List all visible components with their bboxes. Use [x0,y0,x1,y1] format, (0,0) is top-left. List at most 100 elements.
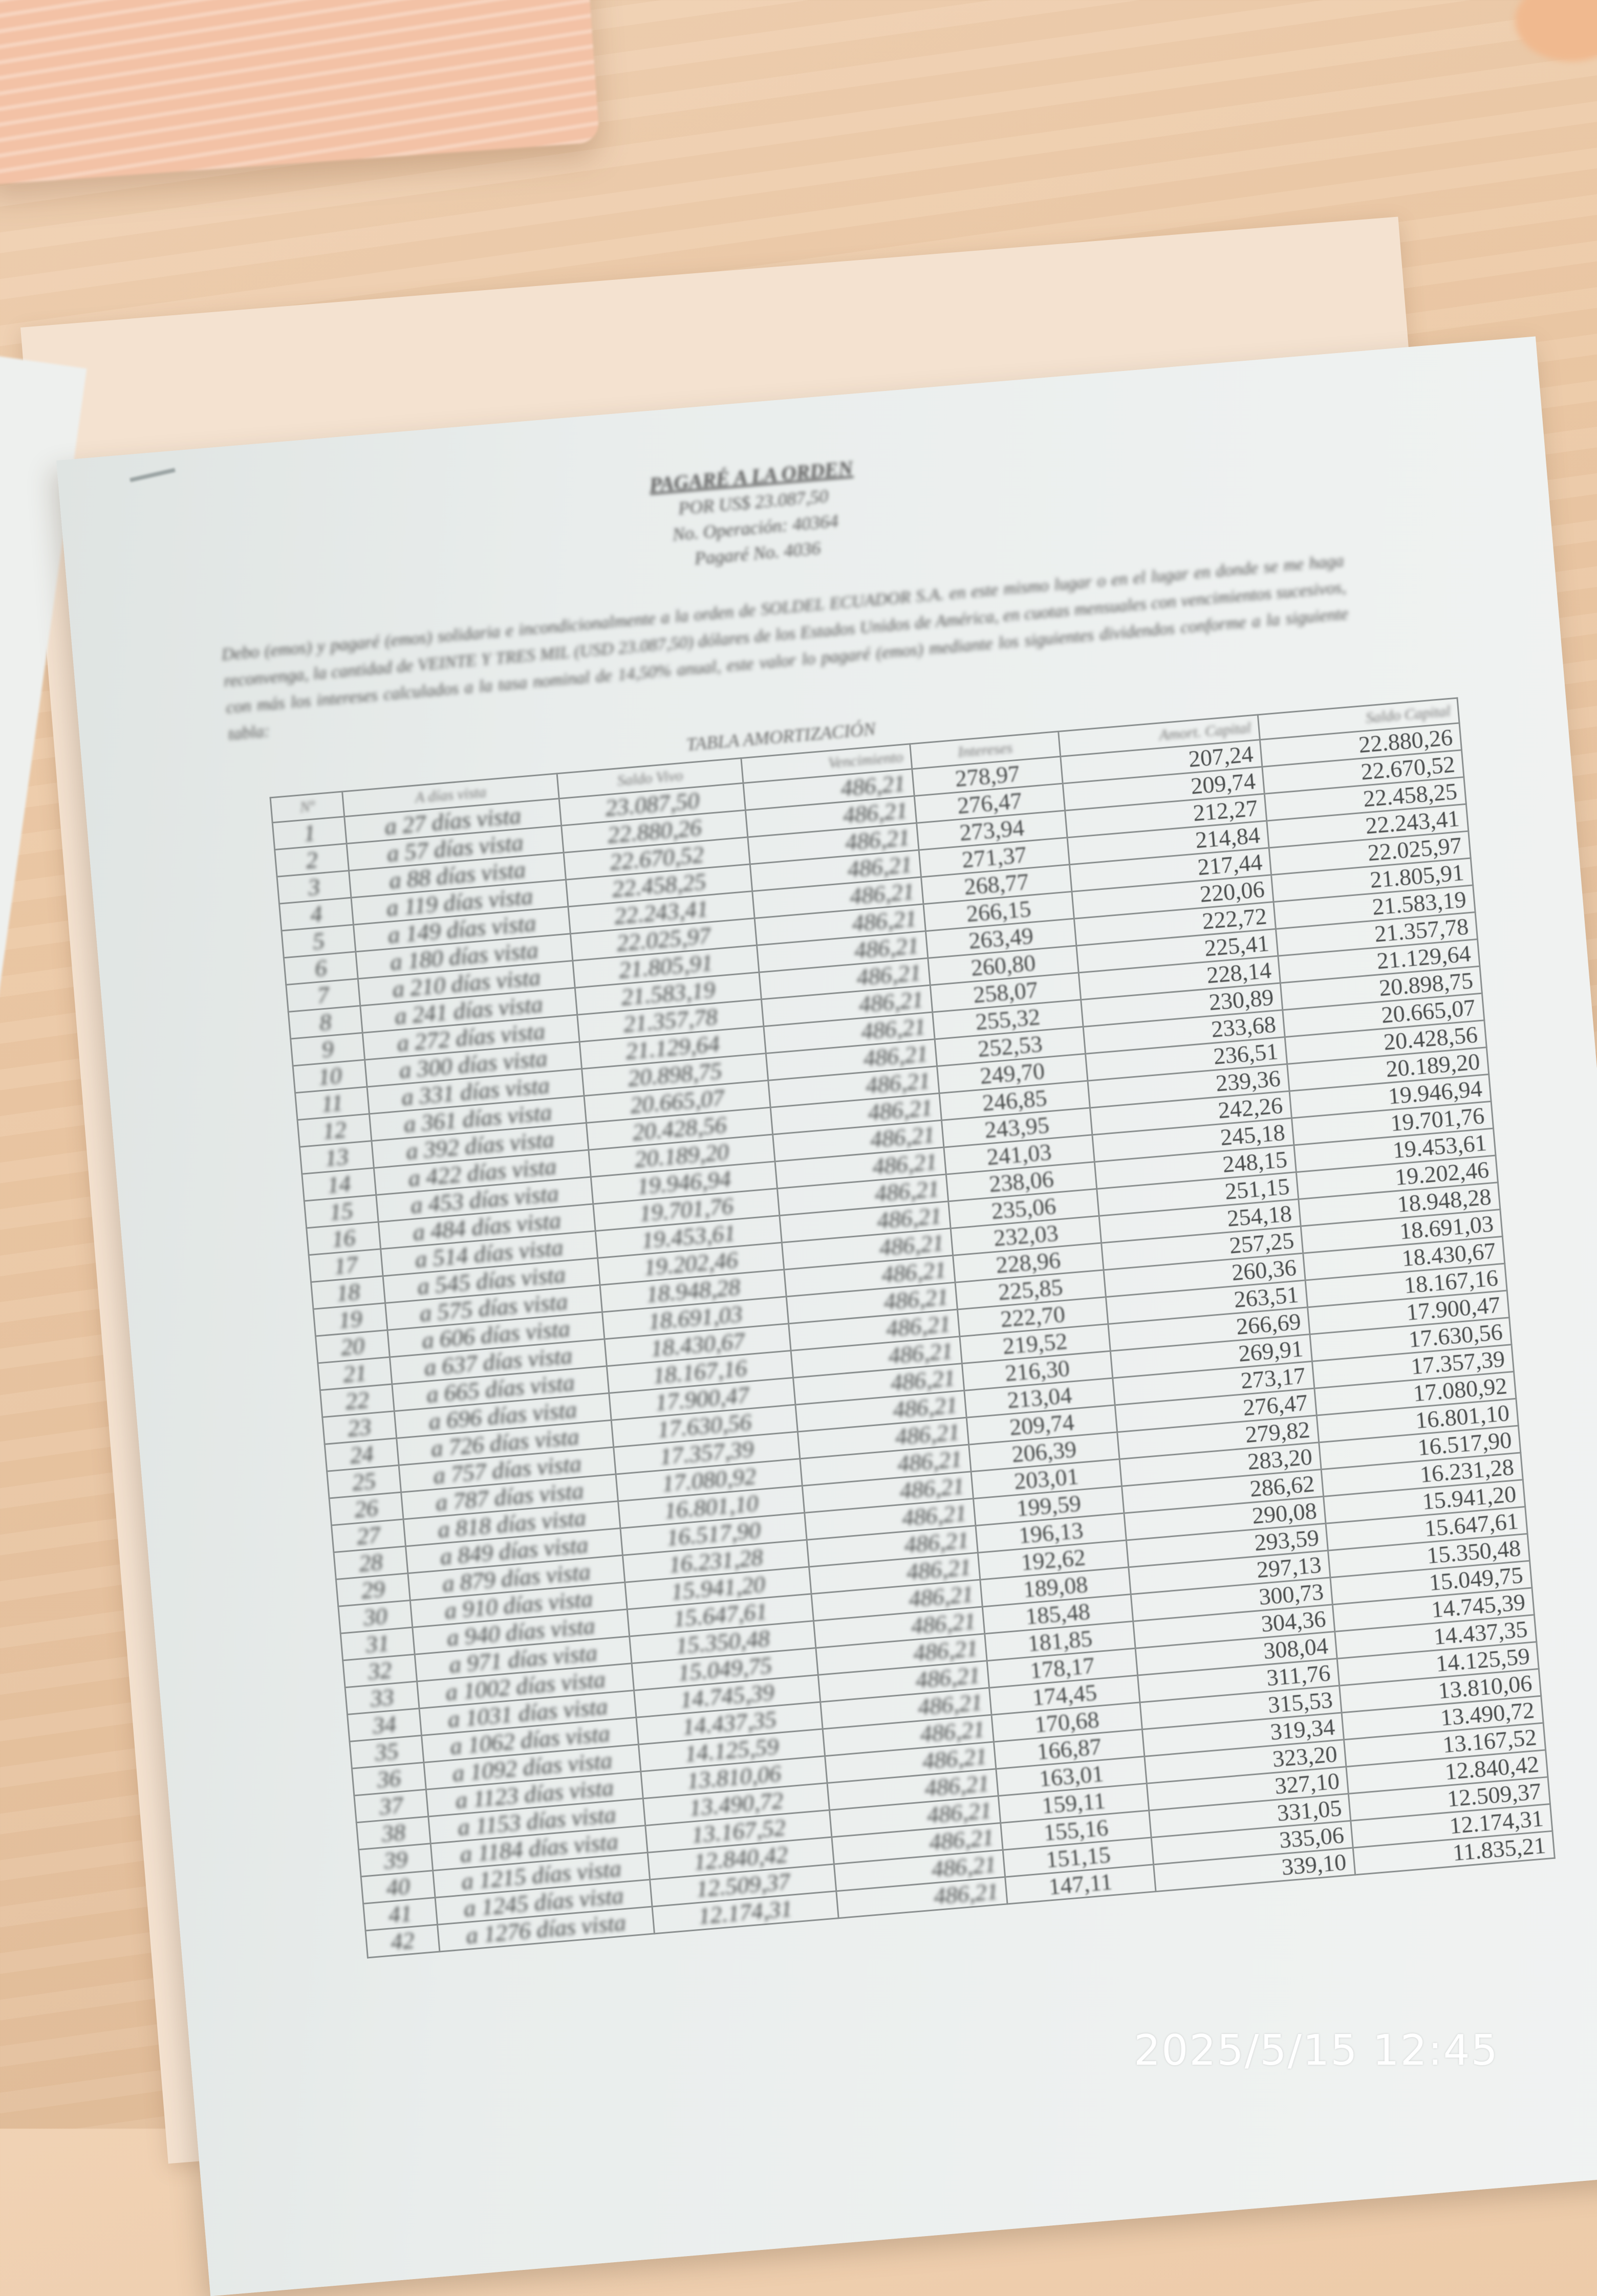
cell-installment: 486,21 [903,1526,970,1558]
cell-installment: 486,21 [919,1716,986,1747]
cell-row-number: 40 [385,1873,411,1901]
cell-row-number: 1 [303,819,317,847]
cell-row-number: 34 [371,1711,398,1739]
cell-row-number: 13 [323,1143,350,1171]
cell-row-number: 30 [362,1602,389,1631]
cell-installment: 486,21 [896,1445,963,1477]
cell-installment: 486,21 [894,1418,961,1450]
promissory-paragraph: Debo (emos) y pagaré (emos) solidaria e … [221,551,1349,744]
cell-capital-amortization: 279,82 [1244,1416,1311,1448]
cell-interest: 189,08 [1022,1571,1089,1603]
cell-capital-amortization: 319,34 [1269,1713,1336,1745]
cell-interest: 238,06 [988,1165,1055,1197]
cell-capital-amortization: 222,72 [1201,903,1268,934]
cell-row-number: 7 [316,981,330,1009]
cell-installment: 486,21 [923,1769,990,1802]
cell-row-number: 16 [331,1224,357,1253]
cell-interest: 196,13 [1017,1517,1085,1548]
cell-installment: 486,21 [865,1067,932,1099]
cell-interest: 170,68 [1033,1706,1100,1738]
cell-row-number: 32 [367,1656,393,1685]
cell-interest: 155,16 [1042,1814,1110,1846]
cell-installment: 486,21 [853,932,920,964]
cell-installment: 486,21 [851,905,918,936]
cell-row-number: 8 [318,1008,333,1036]
cell-capital-amortization: 339,10 [1280,1848,1348,1880]
cell-installment: 486,21 [849,878,916,910]
cell-interest: 199,59 [1015,1490,1082,1522]
cell-capital-amortization: 290,08 [1251,1497,1318,1529]
cell-installment: 486,21 [908,1580,975,1612]
cell-interest: 232,03 [992,1219,1060,1251]
cell-installment: 486,21 [914,1661,982,1693]
cell-installment: 486,21 [885,1310,952,1342]
cell-interest: 151,15 [1045,1841,1112,1873]
cell-interest: 235,06 [990,1192,1058,1224]
cell-row-number: 27 [355,1521,381,1550]
cell-row-number: 29 [360,1576,386,1604]
cell-installment: 486,21 [876,1202,943,1234]
cell-capital-amortization: 209,74 [1190,768,1257,799]
cell-installment: 486,21 [855,959,922,991]
cell-capital-amortization: 254,18 [1226,1200,1293,1232]
cell-interest: 228,96 [995,1247,1062,1278]
cell-row-number: 17 [333,1251,359,1280]
cell-interest: 163,01 [1038,1760,1105,1792]
cell-row-number: 31 [364,1629,391,1658]
cell-capital-amortization: 269,91 [1237,1335,1304,1367]
cell-capital-amortization: 308,04 [1262,1632,1329,1664]
cell-interest: 209,74 [1008,1409,1075,1440]
cell-installment: 486,21 [912,1634,979,1666]
cell-interest: 255,32 [974,1003,1042,1035]
cell-interest: 147,11 [1047,1868,1114,1900]
cell-interest: 219,52 [1001,1327,1069,1360]
cell-installment: 486,21 [839,770,907,801]
cell-installment: 486,21 [933,1877,1000,1910]
cell-interest: 260,80 [969,949,1037,981]
cell-capital-amortization: 263,51 [1233,1281,1300,1313]
amortization-table: Nº A días vista Saldo Vivo Vencimiento Inter… [269,697,1555,1958]
cell-installment: 486,21 [878,1229,945,1261]
cell-interest: 266,15 [965,895,1032,927]
cell-capital-amortization: 214,84 [1194,821,1261,854]
camera-timestamp: 2025/5/15 12:45 [1134,2026,1499,2075]
cell-installment: 486,21 [887,1337,954,1369]
cell-interest: 271,37 [961,841,1028,873]
pen-mark [130,468,176,483]
cell-installment: 486,21 [880,1256,947,1288]
cell-row-number: 24 [349,1440,375,1469]
cell-interest: 181,85 [1026,1625,1094,1657]
cell-installment: 486,21 [928,1824,995,1855]
cell-interest: 263,49 [967,922,1034,954]
cell-interest: 166,87 [1035,1733,1103,1765]
cell-row-number: 33 [369,1683,395,1712]
cell-interest: 206,39 [1010,1436,1077,1468]
document-heading: PAGARÉ A LA ORDEN POR US$ 23.087,50 No. … [597,451,912,579]
cell-interest: 216,30 [1004,1354,1071,1387]
cell-row-number: 14 [326,1170,352,1198]
cell-interest: 222,70 [999,1301,1066,1332]
cell-capital-amortization: 297,13 [1255,1551,1323,1583]
cell-row-number: 35 [374,1738,400,1766]
cell-installment: 486,21 [857,986,925,1018]
cell-interest: 178,17 [1029,1652,1096,1684]
cell-capital-amortization: 245,18 [1219,1119,1286,1151]
cell-interest: 225,85 [997,1274,1064,1305]
cell-capital-amortization: 212,27 [1192,795,1259,826]
cell-installment: 486,21 [846,850,913,883]
cell-interest: 203,01 [1013,1462,1080,1495]
cell-row-number: 38 [380,1819,406,1847]
cell-row-number: 19 [337,1305,363,1333]
cell-installment: 486,21 [860,1013,927,1045]
cell-capital-amortization: 286,62 [1248,1470,1316,1502]
cell-capital-amortization: 242,26 [1217,1092,1284,1124]
cell-interest: 192,62 [1020,1544,1087,1576]
cell-row-number: 21 [342,1359,368,1388]
cell-row-number: 15 [328,1197,354,1226]
cell-capital-amortization: 239,36 [1215,1065,1282,1097]
cell-row-number: 37 [378,1791,404,1820]
cell-interest: 243,95 [983,1111,1050,1143]
cell-capital-amortization: 335,06 [1278,1822,1345,1853]
cell-installment: 486,21 [917,1689,984,1720]
